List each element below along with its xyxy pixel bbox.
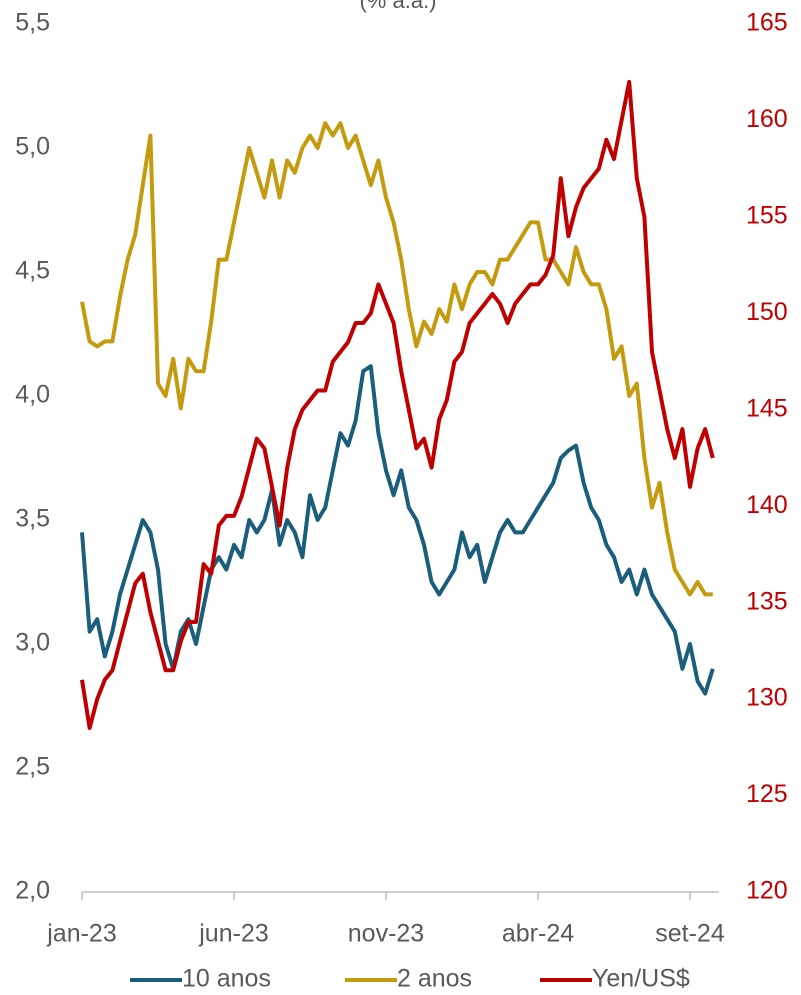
x-tick-label: jan-23 [46, 920, 117, 948]
y2-tick-label: 145 [746, 394, 788, 422]
y2-tick-label: 130 [746, 684, 788, 712]
y2-tick-label: 140 [746, 491, 788, 519]
legend-label: 10 anos [182, 965, 271, 993]
y2-tick-label: 135 [746, 587, 788, 615]
x-tick-label: nov-23 [348, 920, 424, 948]
y-tick-label: 3,0 [15, 629, 50, 657]
x-tick-label: jun-23 [198, 920, 269, 948]
series-line [80, 364, 715, 696]
y-tick-label: 2,0 [15, 877, 50, 905]
y2-tick-label: 120 [746, 877, 788, 905]
y2-tick-label: 160 [746, 105, 788, 133]
y-tick-label: 5,5 [15, 9, 50, 37]
y-tick-label: 4,5 [15, 257, 50, 285]
series-line [80, 79, 715, 730]
legend-label: Yen/US$ [592, 965, 690, 993]
y-tick-label: 5,0 [15, 133, 50, 161]
series-line [80, 121, 713, 597]
legend-label: 2 anos [397, 965, 472, 993]
y2-tick-label: 150 [746, 298, 788, 326]
y2-tick-label: 125 [746, 780, 788, 808]
y-tick-label: 4,0 [15, 381, 50, 409]
y-tick-label: 2,5 [15, 753, 50, 781]
y2-tick-label: 155 [746, 201, 788, 229]
x-tick-label: set-24 [655, 920, 725, 948]
y-tick-label: 3,5 [15, 505, 50, 533]
chart-subtitle: (% a.a.) [359, 0, 436, 13]
y2-tick-label: 165 [746, 9, 788, 37]
x-tick-label: abr-24 [502, 920, 574, 948]
